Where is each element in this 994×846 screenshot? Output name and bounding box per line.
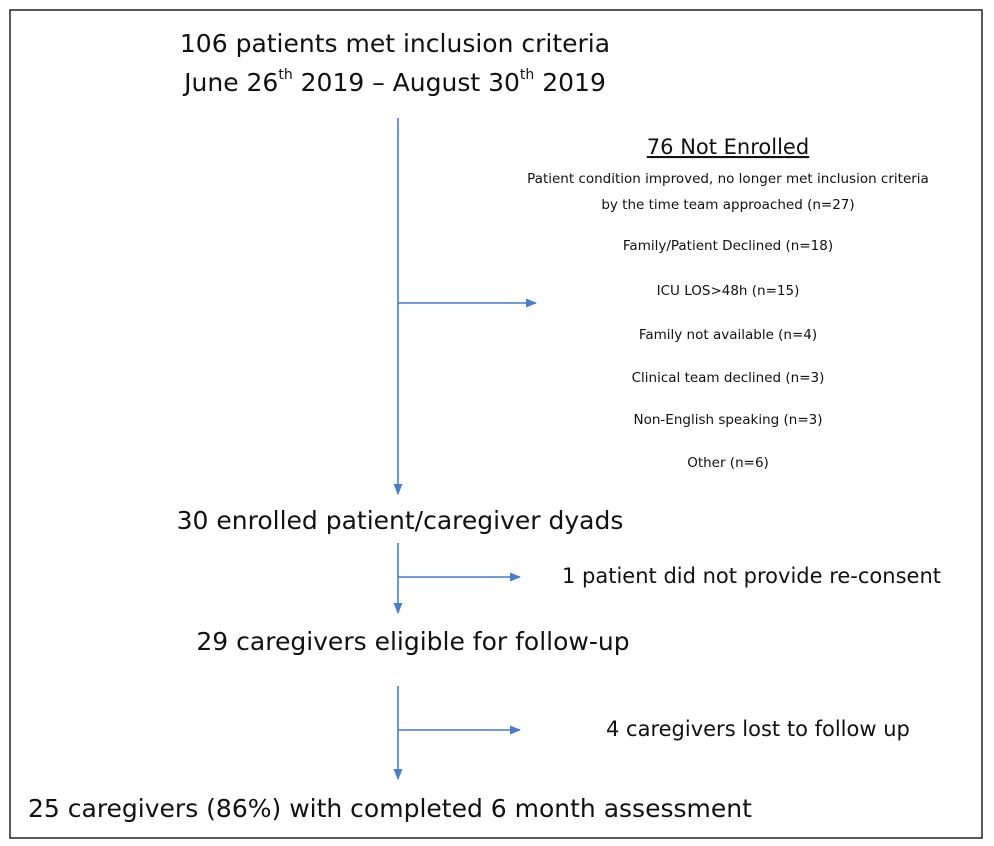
reason: Family not available (n=4) <box>639 327 817 343</box>
reason: Patient condition improved, no longer me… <box>527 171 929 187</box>
eligible-box: 29 caregivers eligible for follow-up <box>196 627 629 656</box>
superscript: th <box>278 67 292 83</box>
header-line: 106 patients met inclusion criteria <box>180 29 610 58</box>
superscript: th <box>520 67 534 83</box>
reason: Other (n=6) <box>687 455 769 471</box>
reason: Non-English speaking (n=3) <box>634 412 823 428</box>
not-enrolled-title: 76 Not Enrolled <box>647 135 809 159</box>
header-dates: June 26th 2019 – August 30th 2019 <box>182 67 606 97</box>
reason: ICU LOS>48h (n=15) <box>657 283 800 299</box>
date-part: June 26 <box>182 68 278 97</box>
frame <box>9 9 983 839</box>
reason: Family/Patient Declined (n=18) <box>623 238 833 254</box>
completed-box: 25 caregivers (86%) with completed 6 mon… <box>28 794 752 823</box>
reason: by the time team approached (n=27) <box>601 197 854 213</box>
exclusion-note: 1 patient did not provide re-consent <box>562 564 941 588</box>
date-part: 2019 – August 30 <box>293 68 520 97</box>
reason: Clinical team declined (n=3) <box>632 370 825 386</box>
date-part: 2019 <box>534 68 606 97</box>
enrolled-box: 30 enrolled patient/caregiver dyads <box>177 506 624 535</box>
exclusion-note: 4 caregivers lost to follow up <box>606 717 910 741</box>
